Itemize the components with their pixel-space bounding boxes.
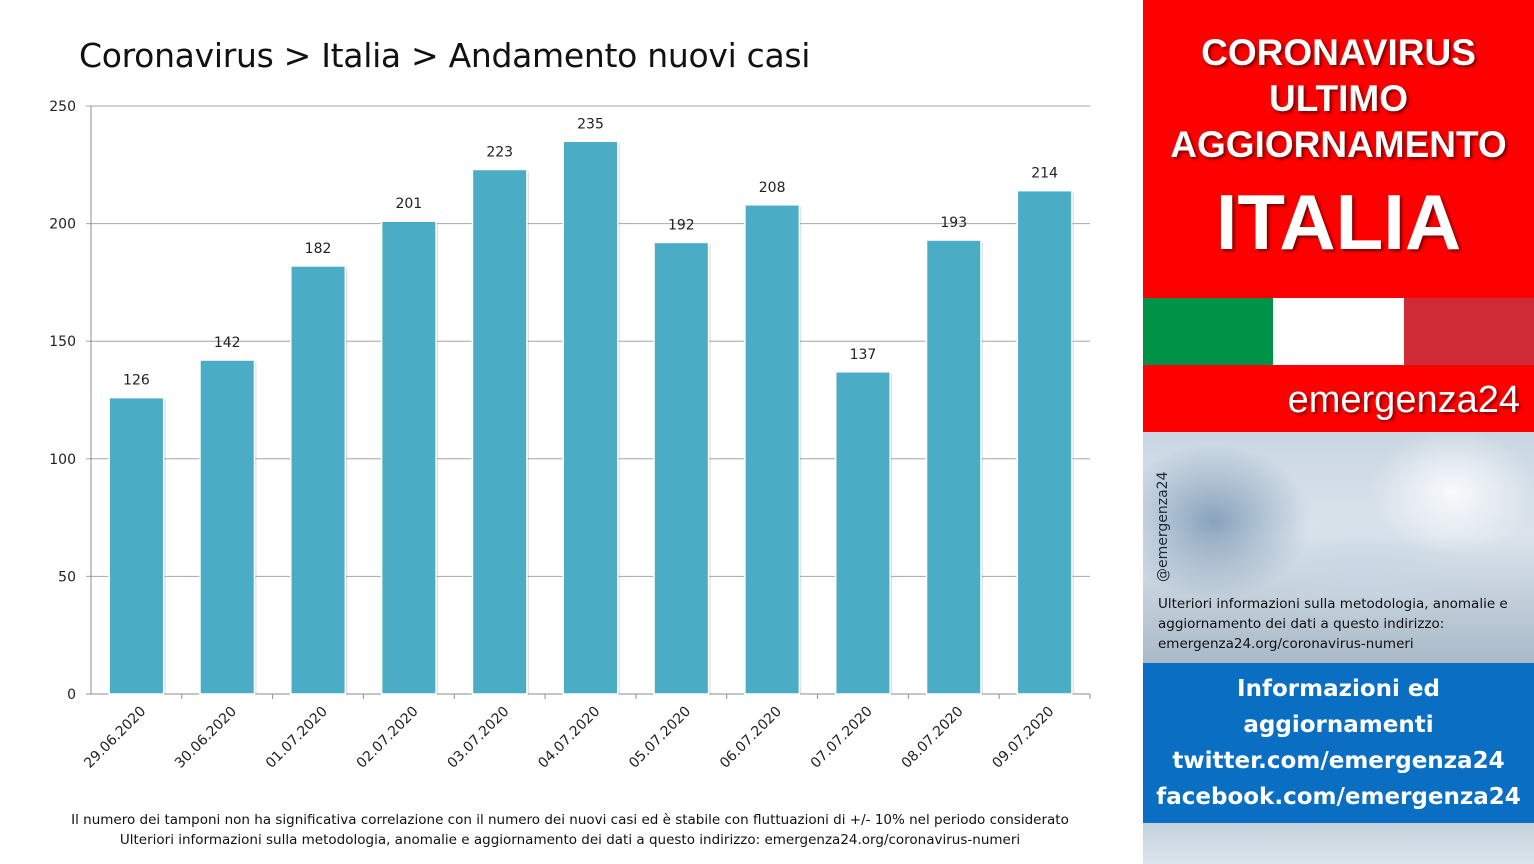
y-tick-label: 50 xyxy=(58,569,76,585)
x-tick-labels: 29.06.2020 30.06.2020 01.07.2020 02.07.2020… xyxy=(81,704,1057,772)
data-label: 137 xyxy=(850,347,877,363)
headline-aggiornamento: AGGIORNAMENTO xyxy=(1170,124,1507,165)
bar-chart: 126 142 182 201 223 235 192 208 137 193 214 0 50 100… xyxy=(49,99,1091,772)
data-label: 214 xyxy=(1031,166,1058,182)
x-tick-label: 06.07.2020 xyxy=(717,704,785,772)
headline-banner: CORONAVIRUS ULTIMO AGGIORNAMENTO ITALIA xyxy=(1143,0,1534,298)
x-tick-label: 30.06.2020 xyxy=(172,704,240,772)
x-tick-label: 08.07.2020 xyxy=(899,704,967,772)
y-tick-labels: 0 50 100 150 200 250 xyxy=(49,99,76,703)
x-tick-label: 07.07.2020 xyxy=(808,704,876,772)
y-tick-label: 150 xyxy=(49,334,76,350)
data-label: 208 xyxy=(759,180,786,196)
x-tick-label: 04.07.2020 xyxy=(535,704,603,772)
info-banner: Informazioni ed aggiornamenti twitter.co… xyxy=(1143,663,1534,823)
headline-italia: ITALIA xyxy=(1215,178,1462,266)
bottom-photo-strip xyxy=(1143,823,1534,864)
x-tick-label: 05.07.2020 xyxy=(626,704,694,772)
bar xyxy=(925,239,982,695)
brand-name: emergenza24 xyxy=(1287,379,1520,421)
social-handle: @emergenza24 xyxy=(1155,471,1171,583)
x-tick-label: 29.06.2020 xyxy=(81,704,149,772)
footnote-correlation: Il numero dei tamponi non ha significati… xyxy=(71,812,1069,828)
bar xyxy=(1016,189,1073,695)
sidebar: CORONAVIRUS ULTIMO AGGIORNAMENTO ITALIA … xyxy=(1143,0,1534,864)
bar xyxy=(744,204,801,695)
flag-stripe-green xyxy=(1143,298,1274,365)
data-label: 223 xyxy=(486,145,513,161)
data-label: 192 xyxy=(668,217,695,233)
headline-ultimo: ULTIMO xyxy=(1268,78,1409,119)
methodology-note: Ulteriori informazioni sulla metodologia… xyxy=(1158,596,1508,652)
facebook-link[interactable]: facebook.com/emergenza24 xyxy=(1156,784,1521,810)
y-tick-label: 100 xyxy=(49,452,76,468)
x-tick-label: 09.07.2020 xyxy=(989,704,1057,772)
info-line-2: aggiornamenti xyxy=(1243,712,1434,738)
x-tick-label: 01.07.2020 xyxy=(263,704,331,772)
bar xyxy=(380,220,437,695)
y-tick-label: 200 xyxy=(49,217,76,233)
info-line-1: Informazioni ed xyxy=(1237,676,1440,702)
flag-stripe-red xyxy=(1403,298,1534,365)
y-tick-label: 0 xyxy=(67,687,76,703)
data-label: 182 xyxy=(305,241,332,257)
background-photo: @emergenza24 Ulteriori informazioni sull… xyxy=(1143,432,1534,663)
data-label: 193 xyxy=(940,215,967,231)
data-label: 126 xyxy=(123,373,150,389)
bar xyxy=(108,396,165,695)
bars xyxy=(108,140,1074,695)
x-tick-label: 03.07.2020 xyxy=(445,704,513,772)
bar xyxy=(562,140,619,695)
data-label: 142 xyxy=(214,335,241,351)
bar xyxy=(653,241,710,695)
headline-coronavirus: CORONAVIRUS xyxy=(1201,32,1476,73)
italian-flag-icon xyxy=(1143,298,1534,365)
bar xyxy=(471,168,528,695)
data-label: 235 xyxy=(577,116,604,132)
twitter-link[interactable]: twitter.com/emergenza24 xyxy=(1172,748,1505,774)
page-title: Coronavirus > Italia > Andamento nuovi c… xyxy=(79,36,811,75)
chart-panel: Coronavirus > Italia > Andamento nuovi c… xyxy=(49,36,1091,848)
data-labels: 126 142 182 201 223 235 192 208 137 193 214 xyxy=(123,116,1058,388)
x-tick-label: 02.07.2020 xyxy=(354,704,422,772)
data-label: 201 xyxy=(395,196,422,212)
bar xyxy=(199,359,256,695)
y-tick-label: 250 xyxy=(49,99,76,115)
flag-stripe-white xyxy=(1273,298,1404,365)
bar xyxy=(834,371,891,695)
footnote-methodology: Ulteriori informazioni sulla metodologia… xyxy=(119,832,1021,848)
bar xyxy=(290,265,347,695)
brand-banner: emergenza24 xyxy=(1143,365,1534,432)
